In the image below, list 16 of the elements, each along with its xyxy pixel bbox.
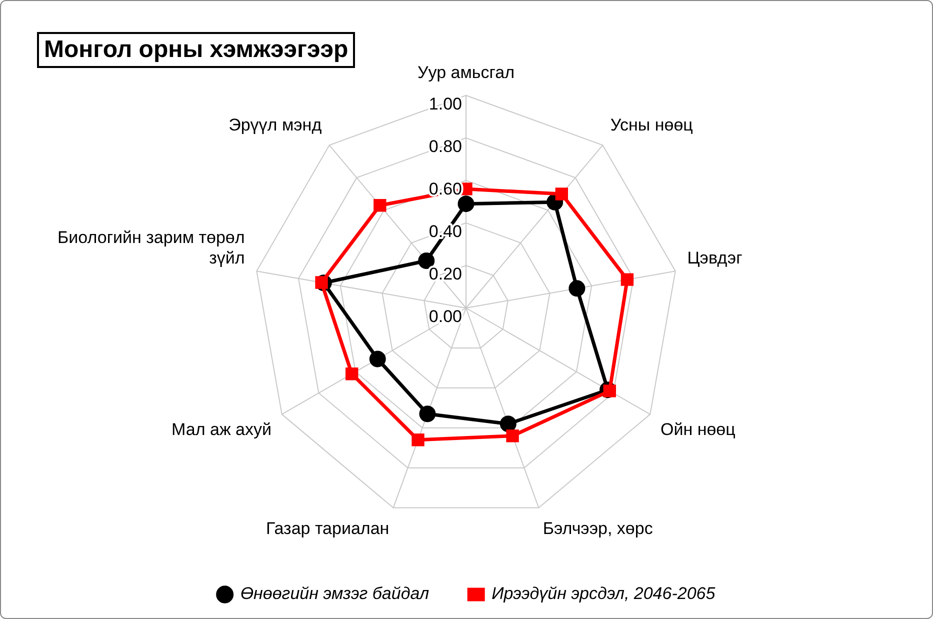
legend-label: Өнөөгийн эмзэг байдал [240, 584, 430, 604]
spoke-label: Ойн нөөц [660, 420, 736, 440]
legend-label: Ирээдүйн эрсдэл, 2046-2065 [492, 584, 716, 604]
spoke-label: Мал аж ахуй [172, 420, 272, 440]
spoke-label: Бэлчээр, хөрс [542, 518, 654, 538]
spoke-label: Цэвдэг [687, 248, 742, 268]
spoke-label: Уур амьсгал [418, 62, 514, 82]
spoke-label: Биологийн зарим төрөл зүйл [58, 228, 245, 268]
chart-title: Монгол орны хэмжээгээр [37, 32, 356, 68]
y-tick-label: 1.00 [428, 94, 462, 114]
y-tick-label: 0.80 [428, 137, 462, 156]
spoke-label: Газар тариалан [266, 518, 390, 538]
y-tick-label: 0.00 [428, 307, 462, 326]
spoke-label: Эрүүл мэнд [228, 115, 322, 134]
spoke-label: Усны нөөц [610, 115, 694, 134]
y-tick-label: 0.20 [428, 264, 462, 284]
